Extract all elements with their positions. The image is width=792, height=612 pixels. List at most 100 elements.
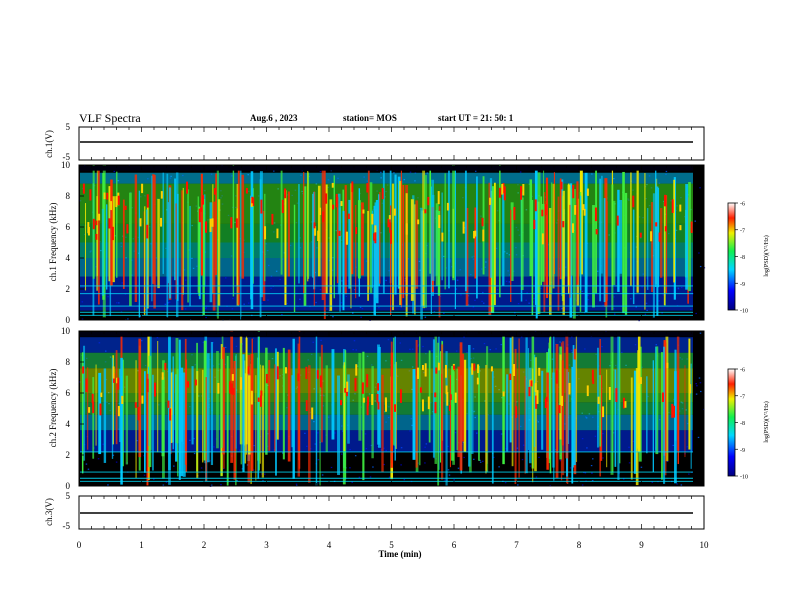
peak-mark bbox=[639, 232, 642, 238]
spheric-streak bbox=[293, 204, 296, 312]
spheric-streak bbox=[151, 175, 153, 302]
peak-mark bbox=[259, 395, 262, 407]
peak-mark bbox=[689, 384, 692, 394]
spheric-streak bbox=[287, 349, 291, 462]
spheric-streak bbox=[367, 210, 369, 301]
peak-mark bbox=[434, 392, 437, 398]
noise-mark bbox=[463, 336, 465, 338]
peak-mark bbox=[424, 209, 427, 214]
spheric-streak bbox=[102, 165, 106, 318]
spheric-streak bbox=[617, 336, 620, 480]
spheric-streak bbox=[468, 344, 471, 467]
peak-mark bbox=[421, 364, 424, 370]
freq-tick-label: 2 bbox=[66, 450, 71, 460]
peak-mark bbox=[260, 199, 263, 214]
noise-mark bbox=[340, 453, 343, 455]
spheric-streak bbox=[571, 366, 574, 484]
spheric-streak bbox=[207, 353, 210, 463]
peak-mark bbox=[586, 385, 589, 397]
peak-mark bbox=[615, 388, 618, 402]
noise-mark bbox=[332, 316, 334, 318]
spheric-streak bbox=[520, 197, 524, 291]
spheric-streak bbox=[196, 371, 199, 479]
peak-mark bbox=[376, 393, 379, 403]
peak-mark bbox=[110, 201, 113, 211]
spheric-streak bbox=[489, 178, 493, 278]
spheric-streak bbox=[259, 171, 263, 298]
peak-mark bbox=[146, 224, 149, 239]
noise-mark bbox=[81, 318, 84, 320]
peak-mark bbox=[247, 366, 250, 374]
spheric-streak bbox=[262, 210, 266, 301]
spheric-streak bbox=[619, 336, 621, 464]
spheric-streak bbox=[111, 357, 114, 459]
spheric-streak bbox=[166, 173, 169, 318]
peak-mark bbox=[449, 394, 452, 400]
spheric-streak bbox=[303, 186, 307, 306]
peak-mark bbox=[387, 218, 390, 228]
peak-mark bbox=[560, 181, 563, 190]
spheric-streak bbox=[323, 166, 326, 320]
spheric-streak bbox=[317, 185, 321, 277]
peak-mark bbox=[471, 363, 474, 375]
spheric-streak bbox=[464, 168, 467, 292]
spheric-streak bbox=[541, 370, 544, 450]
spheric-streak bbox=[197, 196, 199, 293]
spheric-streak bbox=[350, 183, 352, 309]
spheric-streak bbox=[528, 367, 532, 464]
spheric-streak bbox=[110, 179, 113, 286]
peak-mark bbox=[446, 392, 449, 406]
spheric-streak bbox=[236, 208, 239, 286]
colorbar-tick-label: -9 bbox=[740, 282, 745, 288]
spheric-streak bbox=[569, 204, 571, 298]
peak-mark bbox=[169, 408, 172, 421]
peak-mark bbox=[250, 390, 253, 405]
spheric-streak bbox=[644, 172, 646, 310]
spheric-streak bbox=[298, 358, 301, 461]
peak-mark bbox=[417, 367, 420, 379]
spheric-streak bbox=[287, 191, 290, 277]
peak-mark bbox=[319, 207, 322, 216]
noise-mark bbox=[457, 467, 460, 469]
peak-mark bbox=[377, 383, 380, 391]
spheric-streak bbox=[664, 342, 667, 476]
spheric-streak bbox=[362, 351, 365, 481]
spheric-streak bbox=[187, 189, 190, 303]
spheric-streak bbox=[553, 335, 555, 481]
spheric-streak bbox=[216, 166, 219, 319]
noise-mark bbox=[613, 313, 616, 315]
spheric-streak bbox=[189, 205, 191, 307]
noise-mark bbox=[640, 466, 643, 468]
spheric-streak bbox=[226, 355, 229, 486]
noise-mark bbox=[143, 474, 146, 476]
ch1-ytick-top: 5 bbox=[66, 122, 71, 132]
noise-mark bbox=[281, 313, 283, 316]
peak-mark bbox=[544, 204, 547, 216]
peak-mark bbox=[534, 383, 537, 392]
spheric-streak bbox=[242, 354, 245, 473]
peak-mark bbox=[340, 400, 343, 406]
noise-mark bbox=[520, 336, 523, 338]
spheric-streak bbox=[171, 371, 175, 443]
peak-mark bbox=[146, 194, 149, 208]
noise-mark bbox=[321, 474, 324, 476]
noise-mark bbox=[424, 462, 426, 464]
spheric-streak bbox=[284, 190, 287, 306]
peak-mark bbox=[141, 395, 144, 404]
spheric-streak bbox=[415, 200, 419, 289]
peak-mark bbox=[231, 374, 234, 381]
peak-mark bbox=[679, 204, 682, 212]
peak-mark bbox=[371, 213, 374, 225]
spheric-streak bbox=[174, 178, 177, 281]
noise-mark bbox=[680, 484, 683, 486]
peak-mark bbox=[351, 181, 354, 192]
noise-mark bbox=[319, 170, 322, 173]
spheric-streak bbox=[580, 195, 582, 291]
noise-mark bbox=[424, 316, 427, 318]
spheric-streak bbox=[215, 173, 217, 276]
peak-mark bbox=[194, 379, 197, 386]
date-label: Aug.6 , 2023 bbox=[250, 113, 298, 123]
spheric-streak bbox=[182, 187, 184, 295]
peak-mark bbox=[367, 396, 370, 406]
spheric-streak bbox=[674, 371, 677, 484]
